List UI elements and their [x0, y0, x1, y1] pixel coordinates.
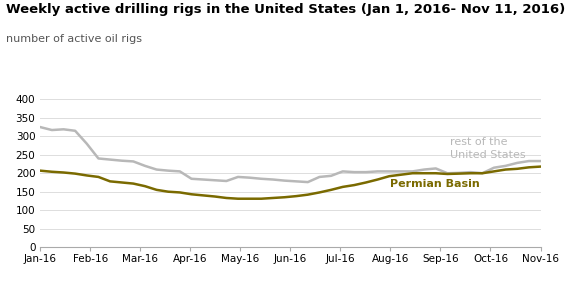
Text: number of active oil rigs: number of active oil rigs — [6, 34, 142, 44]
Text: rest of the
United States: rest of the United States — [450, 137, 526, 160]
Text: Permian Basin: Permian Basin — [390, 179, 480, 189]
Text: Weekly active drilling rigs in the United States (Jan 1, 2016- Nov 11, 2016): Weekly active drilling rigs in the Unite… — [6, 3, 565, 16]
